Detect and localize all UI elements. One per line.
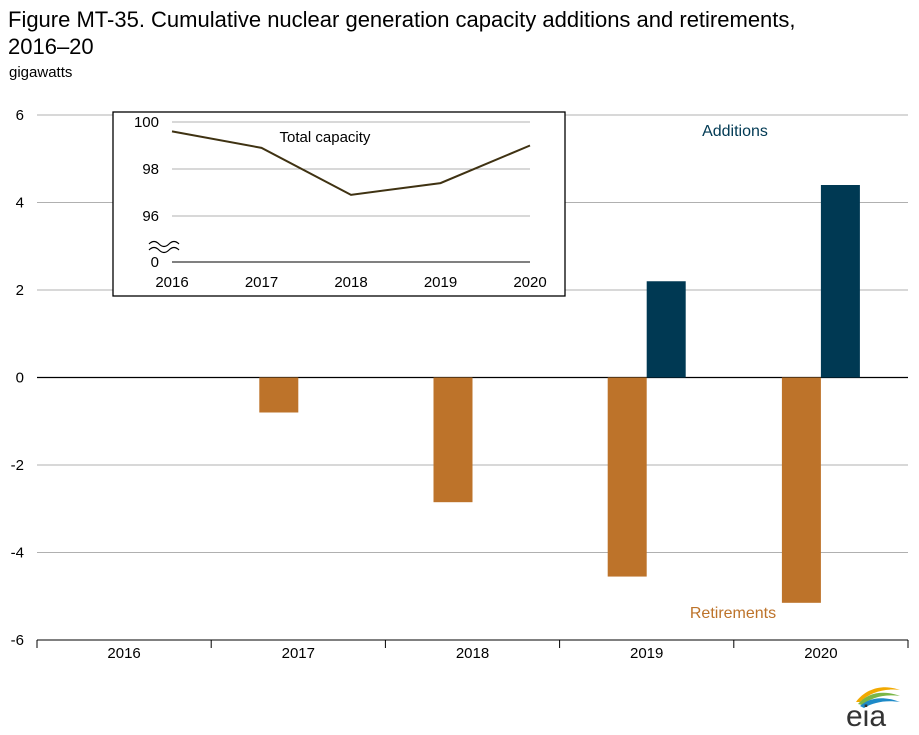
retirements-label: Retirements <box>690 605 776 622</box>
x-tick-label: 2019 <box>630 645 663 662</box>
inset-y-tick-label: 100 <box>134 114 159 131</box>
inset-chart: 100 98 96 0 2016 2017 2018 2019 2020 Total capaci… <box>112 111 566 297</box>
unit-label: gigawatts <box>9 64 73 81</box>
eia-logo: eia <box>846 687 900 730</box>
eia-logo-swoosh-icon <box>856 687 900 708</box>
retirements-bar <box>781 377 821 603</box>
x-tick-label: 2018 <box>456 645 489 662</box>
main-series-labels: Additions Retirements <box>690 123 776 622</box>
y-tick-label: -4 <box>11 545 24 562</box>
y-tick-label: 6 <box>16 107 24 124</box>
inset-frame <box>112 111 566 297</box>
additions-bar <box>820 185 860 378</box>
y-tick-label: 4 <box>16 195 24 212</box>
inset-y-tick-label: 96 <box>142 208 159 225</box>
retirements-bar <box>259 377 299 413</box>
additions-bar <box>646 281 686 378</box>
axis-break-icon <box>148 246 180 254</box>
x-tick-label: 2020 <box>804 645 837 662</box>
inset-x-tick-label: 2020 <box>513 274 546 291</box>
y-tick-label: 2 <box>16 282 24 299</box>
inset-x-tick-label: 2017 <box>245 274 278 291</box>
x-tick-label: 2017 <box>282 645 315 662</box>
inset-x-tick-label: 2019 <box>424 274 457 291</box>
eia-logo-text: eia <box>846 700 886 730</box>
additions-label: Additions <box>702 123 768 140</box>
title-line-1: Figure MT-35. Cumulative nuclear generat… <box>8 7 796 32</box>
retirements-bar <box>607 377 647 577</box>
inset-x-tick-label: 2018 <box>334 274 367 291</box>
main-bars <box>259 185 860 603</box>
total-capacity-label: Total capacity <box>280 129 371 146</box>
inset-y-tick-label: 98 <box>142 161 159 178</box>
title-line-2: 2016–20 <box>8 34 94 59</box>
chart-title: Figure MT-35. Cumulative nuclear generat… <box>8 6 888 60</box>
retirements-bar <box>433 377 473 503</box>
x-tick-label: 2016 <box>107 645 140 662</box>
main-axis: 6 4 2 0 -2 -4 -6 2016 2017 2018 2019 2020 <box>11 107 909 662</box>
y-tick-label: -6 <box>11 632 24 649</box>
inset-y-tick-label: 0 <box>151 254 159 271</box>
inset-x-tick-label: 2016 <box>155 274 188 291</box>
y-tick-label: -2 <box>11 457 24 474</box>
axis-break-icon <box>148 240 180 248</box>
y-tick-label: 0 <box>16 370 24 387</box>
